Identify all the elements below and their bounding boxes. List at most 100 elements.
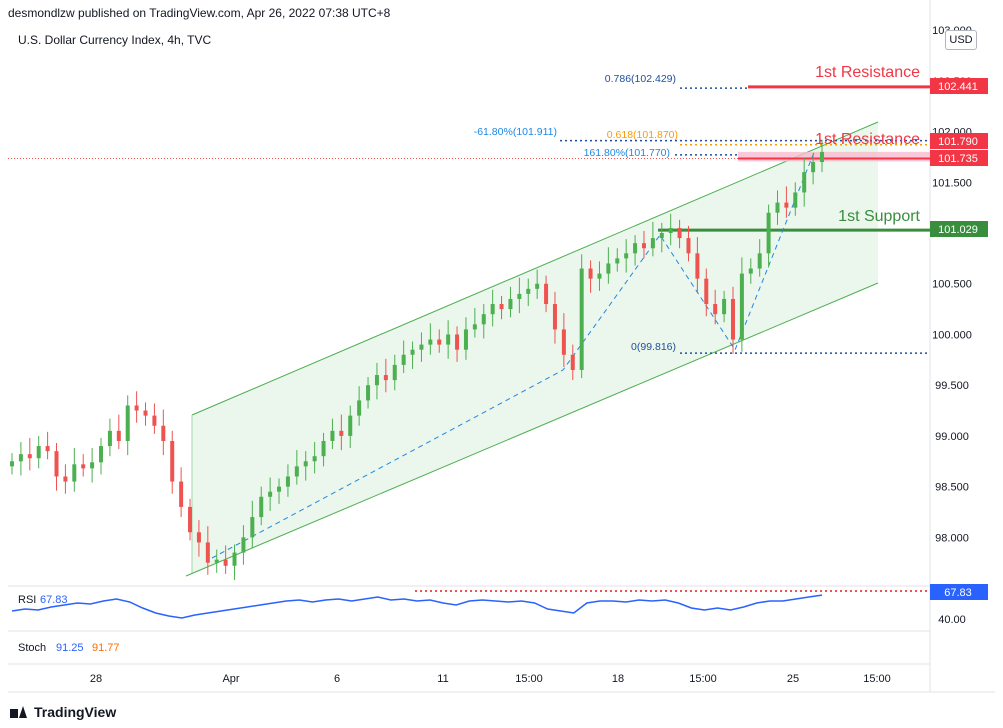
candle-body bbox=[18, 454, 23, 462]
price-badge bbox=[930, 78, 988, 94]
rsi-label: RSI bbox=[18, 594, 36, 606]
candle-body bbox=[116, 430, 121, 441]
candle-body bbox=[597, 273, 602, 279]
candle-body bbox=[650, 238, 655, 249]
candle-body bbox=[748, 268, 753, 274]
candle-body bbox=[802, 172, 807, 193]
candle-body bbox=[188, 506, 193, 533]
candle-body bbox=[481, 314, 486, 325]
candle-body bbox=[722, 298, 727, 315]
candle-body bbox=[143, 410, 148, 416]
x-tick-label: 28 bbox=[90, 673, 102, 685]
stoch-d-value: 91.77 bbox=[92, 642, 120, 654]
candle-body bbox=[544, 283, 549, 305]
candle-body bbox=[285, 476, 290, 487]
fib-label: 0.786(102.429) bbox=[605, 73, 676, 85]
candle-body bbox=[526, 288, 531, 294]
price-badge bbox=[930, 133, 988, 149]
candle-body bbox=[677, 227, 682, 239]
candle-body bbox=[339, 430, 344, 436]
candle-body bbox=[241, 537, 246, 553]
y-tick-label: 101.500 bbox=[932, 177, 972, 189]
candle-body bbox=[134, 405, 139, 411]
candle-body bbox=[579, 268, 584, 370]
candle-body bbox=[757, 253, 762, 269]
candle-body bbox=[730, 298, 735, 340]
candle-body bbox=[10, 461, 14, 467]
candle-body bbox=[686, 238, 691, 254]
resistance-zone bbox=[738, 151, 930, 162]
tradingview-logo-icon bbox=[10, 706, 28, 718]
candle-body bbox=[36, 446, 41, 459]
candle-body bbox=[27, 454, 32, 459]
publisher-line: desmondlzw published on TradingView.com,… bbox=[8, 6, 391, 20]
candle-body bbox=[535, 283, 540, 289]
stoch-k-value: 91.25 bbox=[56, 642, 84, 654]
candle-body bbox=[357, 400, 362, 416]
candle-body bbox=[205, 542, 210, 563]
price-badge-label: 101.735 bbox=[938, 153, 978, 165]
price-badge bbox=[930, 150, 988, 166]
candle-body bbox=[125, 405, 130, 441]
candle-body bbox=[196, 532, 201, 543]
candle-body bbox=[446, 334, 451, 345]
candle-body bbox=[641, 243, 646, 249]
candle-body bbox=[793, 192, 798, 208]
candle-body bbox=[739, 273, 744, 340]
x-tick-label: 15:00 bbox=[689, 673, 717, 685]
rsi-badge-label: 67.83 bbox=[944, 587, 972, 599]
candle-body bbox=[490, 304, 495, 315]
y-tick-label: 99.500 bbox=[935, 380, 969, 392]
candle-body bbox=[303, 461, 308, 467]
candle-body bbox=[784, 202, 789, 208]
channel-lower-line bbox=[185, 282, 879, 577]
candle-body bbox=[552, 304, 557, 330]
candle-body bbox=[588, 268, 593, 279]
candle-body bbox=[410, 349, 415, 355]
candle-body bbox=[330, 430, 335, 441]
candle-body bbox=[268, 491, 273, 497]
candle-body bbox=[668, 227, 673, 234]
candle-body bbox=[517, 293, 522, 299]
x-tick-label: 6 bbox=[334, 673, 340, 685]
x-tick-label: 25 bbox=[787, 673, 799, 685]
candle-body bbox=[624, 253, 629, 259]
candle-body bbox=[81, 464, 86, 469]
candle-body bbox=[99, 446, 104, 463]
candle-body bbox=[374, 375, 379, 386]
x-tick-label: 15:00 bbox=[863, 673, 891, 685]
price-badge bbox=[930, 221, 988, 237]
candle-body bbox=[775, 202, 780, 213]
y-tick-label: 98.500 bbox=[935, 482, 969, 494]
price-badge-label: 102.441 bbox=[938, 81, 978, 93]
candle-body bbox=[508, 298, 513, 310]
candle-body bbox=[312, 456, 317, 462]
x-tick-label: Apr bbox=[222, 673, 239, 685]
price-badge-label: 101.790 bbox=[938, 136, 978, 148]
candle-body bbox=[54, 451, 59, 477]
currency-badge[interactable]: USD bbox=[945, 30, 977, 50]
candle-body bbox=[72, 464, 77, 482]
candle-body bbox=[499, 304, 504, 310]
candle-body bbox=[321, 440, 326, 457]
brand-name: TradingView bbox=[34, 704, 117, 720]
candle-body bbox=[392, 364, 397, 381]
candle-body bbox=[633, 243, 638, 254]
rsi-value: 67.83 bbox=[40, 594, 68, 606]
candle-body bbox=[90, 462, 95, 469]
price-badge-label: 101.029 bbox=[938, 224, 978, 236]
rsi-badge bbox=[930, 584, 988, 600]
candle-body bbox=[107, 430, 112, 447]
candle-body bbox=[259, 496, 264, 518]
x-tick-label: 15:00 bbox=[515, 673, 543, 685]
candle-body bbox=[570, 354, 575, 370]
candle-body bbox=[63, 476, 68, 482]
candle-body bbox=[606, 263, 611, 274]
candle-body bbox=[455, 334, 460, 350]
fib-label: 161.80%(101.770) bbox=[584, 147, 670, 159]
candle-body bbox=[170, 440, 175, 482]
candle-body bbox=[250, 517, 255, 538]
candle-body bbox=[695, 253, 700, 279]
tradingview-brand: TradingView bbox=[10, 704, 116, 720]
